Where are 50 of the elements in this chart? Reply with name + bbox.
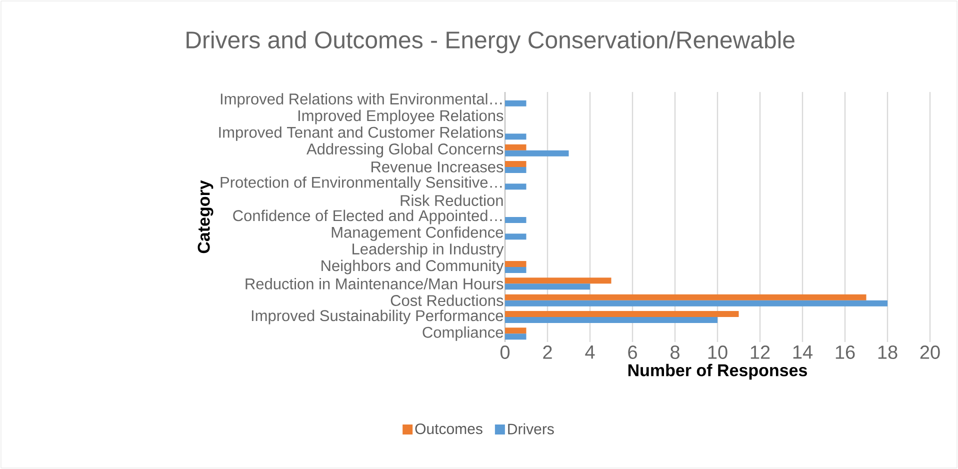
x-tick-label: 6 — [628, 346, 637, 359]
y-tick-label: Confidence of Elected and Appointed… — [233, 210, 502, 224]
x-tick-label: 12 — [750, 346, 770, 359]
x-tick-label: 0 — [500, 346, 510, 359]
legend-label: Drivers — [508, 423, 554, 434]
x-tick-label: 16 — [836, 346, 855, 359]
y-tick-label: Risk Reduction — [400, 194, 503, 206]
x-tick-label: 20 — [920, 346, 940, 359]
bar — [505, 150, 569, 156]
legend-label: Outcomes — [415, 424, 482, 434]
x-tick-label: 18 — [878, 346, 898, 359]
y-tick-label: Reduction in Maintenance/Man Hours — [246, 278, 504, 290]
bar — [505, 167, 526, 173]
bar — [505, 284, 590, 290]
y-tick-label: Leadership in Industry — [352, 243, 504, 258]
chart-title: Drivers and Outcomes - Energy Conservation/Renewable — [186, 30, 794, 54]
bar — [505, 134, 526, 140]
bar — [505, 311, 739, 317]
y-tick-label: Neighbors and Community — [322, 260, 504, 274]
y-tick-label: Revenue Increases — [372, 162, 504, 172]
bar — [505, 300, 888, 306]
y-tick-label: Improved Employee Relations — [298, 110, 504, 124]
bar — [505, 267, 526, 273]
x-tick-label: 4 — [585, 346, 595, 359]
bar — [505, 100, 526, 106]
x-axis-title: Number of Responses — [628, 364, 807, 380]
bar — [505, 294, 866, 300]
y-tick-label: Improved Relations with Environmental… — [220, 93, 502, 108]
bar — [505, 144, 526, 150]
x-tick-label: 14 — [793, 346, 813, 359]
y-tick-label: Management Confidence — [332, 226, 504, 241]
bar — [505, 261, 526, 267]
y-axis-title: Category — [198, 180, 214, 254]
x-tick-label: 10 — [708, 346, 728, 359]
y-tick-label: Improved Tenant and Customer Relations — [219, 126, 504, 141]
bar — [505, 217, 526, 223]
bar — [505, 161, 526, 167]
bar — [505, 278, 612, 284]
bar — [505, 317, 718, 323]
y-tick-label: Compliance — [422, 326, 504, 341]
bar — [505, 328, 526, 334]
x-tick-label: 2 — [543, 346, 552, 359]
x-tick-label: 8 — [670, 346, 680, 359]
bar — [505, 334, 526, 340]
bar — [505, 184, 526, 190]
y-tick-label: Protection of Environmentally Sensitive… — [220, 176, 502, 191]
y-tick-label: Improved Sustainability Performance — [252, 310, 504, 324]
bar — [505, 234, 526, 240]
y-tick-label: Cost Reductions — [390, 294, 504, 306]
y-tick-label: Addressing Global Concerns — [306, 143, 504, 158]
